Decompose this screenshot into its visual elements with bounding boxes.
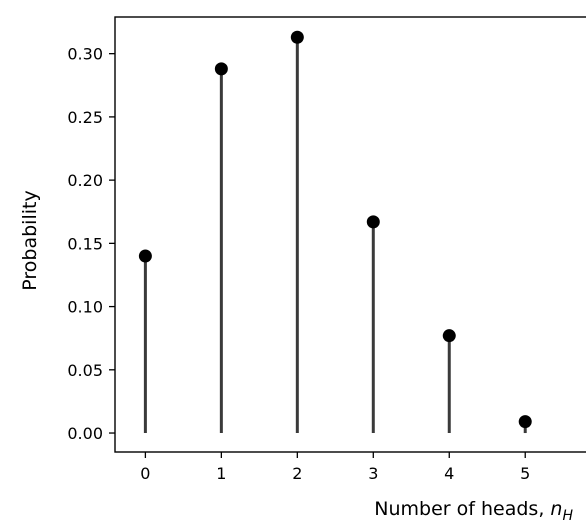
data-point	[138, 249, 152, 263]
x-tick-label: 5	[520, 464, 530, 483]
x-axis-label: Number of heads, nH	[374, 498, 573, 524]
x-tick-label: 0	[140, 464, 150, 483]
data-point	[214, 62, 228, 76]
marker-series	[138, 30, 532, 429]
x-axis-label-text: Number of heads,	[374, 498, 550, 520]
x-axis: 0 1 2 3 4 5	[140, 452, 530, 483]
data-point	[290, 30, 304, 44]
y-axis-label: Probability	[19, 190, 41, 290]
y-tick-label: 0.20	[67, 171, 103, 190]
x-tick-label: 2	[292, 464, 302, 483]
y-axis: 0.00 0.05 0.10 0.15 0.20 0.25 0.30	[67, 45, 115, 443]
plot-frame	[114, 16, 586, 453]
y-tick-label: 0.15	[67, 234, 103, 253]
y-tick-label: 0.00	[67, 424, 103, 443]
y-tick-label: 0.05	[67, 361, 103, 380]
x-tick-label: 3	[368, 464, 378, 483]
y-tick-label: 0.10	[67, 298, 103, 317]
y-tick-label: 0.30	[67, 45, 103, 64]
data-point	[366, 215, 380, 229]
data-point	[518, 415, 532, 429]
stem-series	[143, 37, 527, 434]
x-tick-label: 4	[444, 464, 454, 483]
x-axis-label-variable: n	[550, 498, 562, 520]
x-axis-label-subscript: H	[562, 508, 573, 524]
x-tick-label: 1	[216, 464, 226, 483]
y-tick-label: 0.25	[67, 108, 103, 127]
data-point	[442, 329, 456, 343]
